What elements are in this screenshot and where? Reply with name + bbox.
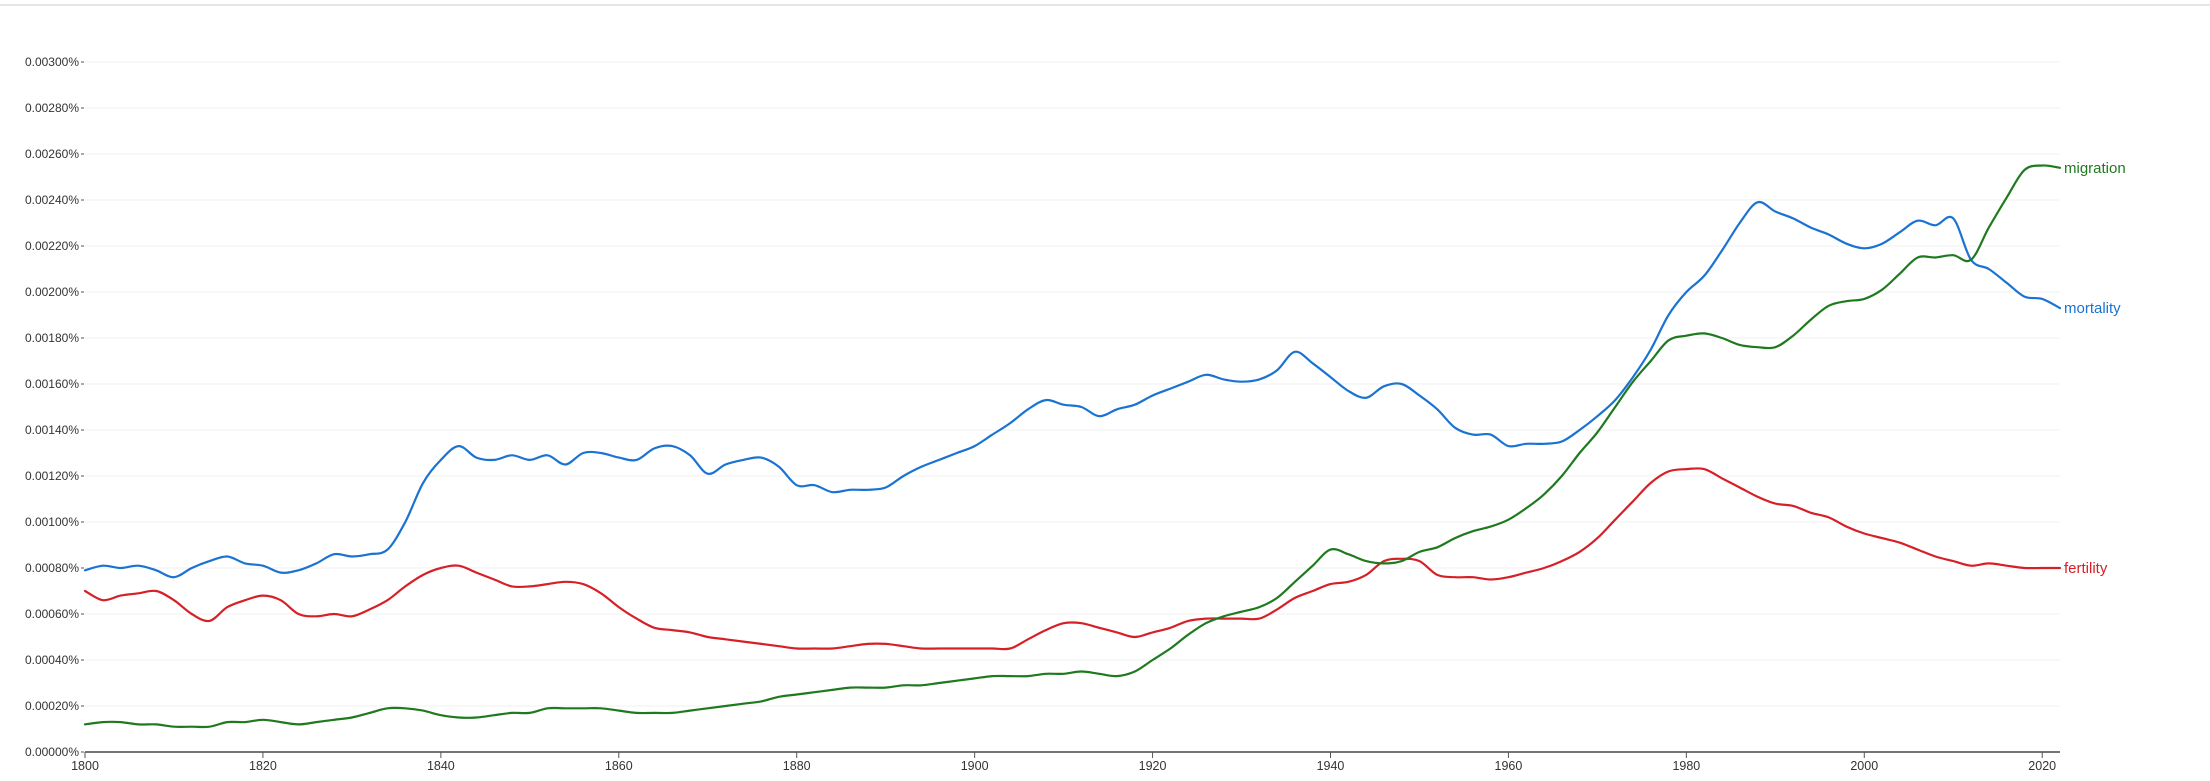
x-tick-label: 1940 bbox=[1317, 759, 1345, 773]
y-tick-label: 0.00120% bbox=[25, 469, 79, 483]
x-tick-label: 1840 bbox=[427, 759, 455, 773]
y-tick-label: 0.00100% bbox=[25, 515, 79, 529]
x-tick-label: 1900 bbox=[961, 759, 989, 773]
series-line-migration[interactable] bbox=[83, 164, 2062, 729]
y-axis: 0.00000% 0.00020% 0.00040% 0.00060% 0.00080%… bbox=[25, 55, 84, 759]
x-tick-label: 2000 bbox=[1850, 759, 1878, 773]
y-tick-label: 0.00240% bbox=[25, 193, 79, 207]
series-labels: mortality fertility migration bbox=[2064, 160, 2126, 577]
y-tick-label: 0.00180% bbox=[25, 331, 79, 345]
y-tick-label: 0.00300% bbox=[25, 55, 79, 69]
series-line-fertility[interactable] bbox=[83, 467, 2062, 651]
y-tick-label: 0.00220% bbox=[25, 239, 79, 253]
x-tick-label: 1960 bbox=[1495, 759, 1523, 773]
x-tick-label: 1920 bbox=[1139, 759, 1167, 773]
series-label-migration[interactable]: migration bbox=[2064, 160, 2126, 177]
gridlines bbox=[85, 61, 2060, 707]
y-tick-label: 0.00080% bbox=[25, 561, 79, 575]
series-lines bbox=[83, 164, 2062, 729]
x-axis: 1800 1820 1840 1860 1880 1900 1920 1940 1960 1980… bbox=[71, 751, 2060, 773]
x-tick-label: 1980 bbox=[1672, 759, 1700, 773]
series-line-mortality[interactable] bbox=[83, 200, 2062, 579]
series-label-mortality[interactable]: mortality bbox=[2064, 300, 2121, 317]
y-tick-label: 0.00060% bbox=[25, 607, 79, 621]
x-tick-label: 1800 bbox=[71, 759, 99, 773]
series-label-fertility[interactable]: fertility bbox=[2064, 560, 2108, 577]
x-tick-label: 1860 bbox=[605, 759, 633, 773]
y-tick-label: 0.00200% bbox=[25, 285, 79, 299]
x-tick-label: 1880 bbox=[783, 759, 811, 773]
y-tick-label: 0.00260% bbox=[25, 147, 79, 161]
x-tick-label: 2020 bbox=[2028, 759, 2056, 773]
y-tick-label: 0.00020% bbox=[25, 699, 79, 713]
y-tick-label: 0.00160% bbox=[25, 377, 79, 391]
y-tick-label: 0.00000% bbox=[25, 745, 79, 759]
y-tick-label: 0.00280% bbox=[25, 101, 79, 115]
y-tick-label: 0.00140% bbox=[25, 423, 79, 437]
y-tick-label: 0.00040% bbox=[25, 653, 79, 667]
x-tick-label: 1820 bbox=[249, 759, 277, 773]
